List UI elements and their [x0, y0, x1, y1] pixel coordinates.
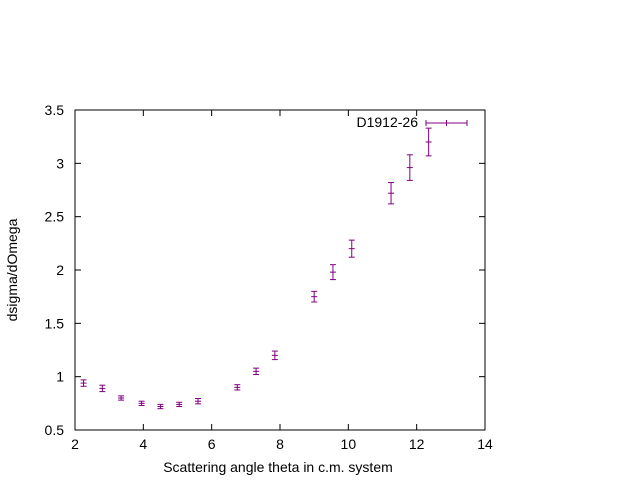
data-point	[311, 290, 318, 303]
data-point	[80, 379, 87, 387]
y-tick-label: 1.5	[45, 315, 65, 331]
data-point	[195, 398, 201, 405]
legend-label: D1912-26	[357, 114, 419, 130]
data-point	[271, 350, 278, 361]
x-tick-label: 2	[71, 436, 79, 452]
y-tick-label: 2.5	[45, 209, 65, 225]
legend: D1912-26	[357, 114, 468, 130]
data-point	[157, 403, 164, 410]
y-tick-label: 0.5	[45, 422, 65, 438]
data-point	[329, 264, 336, 281]
data-point	[388, 182, 395, 205]
x-axis-label: Scattering angle theta in c.m. system	[163, 459, 393, 475]
x-tick-label: 4	[139, 436, 147, 452]
y-tick-label: 3.5	[45, 102, 65, 118]
x-tick-label: 8	[276, 436, 284, 452]
data-point	[406, 154, 413, 181]
data-point	[253, 367, 260, 376]
data-point	[425, 127, 432, 157]
data-point	[348, 239, 355, 258]
data-point	[138, 400, 145, 406]
data-point	[99, 384, 106, 393]
y-axis-label: dsigma/dOmega	[4, 218, 20, 321]
plot-frame	[74, 109, 486, 431]
data-point	[118, 395, 125, 401]
x-tick-label: 10	[341, 436, 357, 452]
y-tick-label: 2	[56, 262, 64, 278]
y-tick-label: 3	[56, 155, 64, 171]
x-tick-label: 6	[208, 436, 216, 452]
data-point	[234, 384, 241, 391]
data-point	[176, 401, 183, 408]
x-tick-label: 12	[409, 436, 425, 452]
x-tick-label: 14	[477, 436, 493, 452]
y-tick-label: 1	[56, 369, 64, 385]
